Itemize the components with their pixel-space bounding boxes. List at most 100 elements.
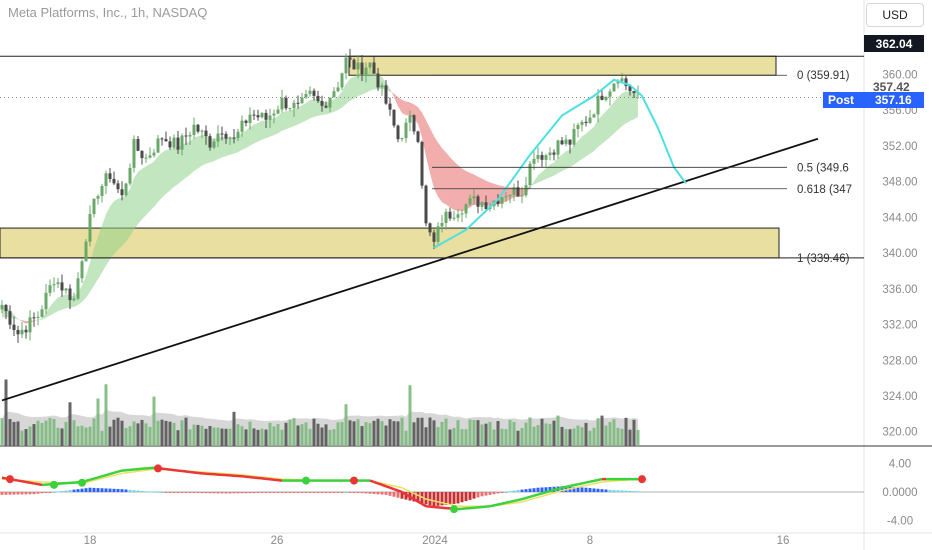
band-segment (150, 161, 154, 211)
osc-main-segment (541, 491, 547, 495)
volume-bar (296, 425, 300, 446)
candle-body (568, 139, 572, 145)
osc-histogram-bar (108, 488, 112, 492)
osc-histogram-bar (324, 492, 328, 493)
candle-body (196, 124, 200, 132)
osc-histogram-bar (228, 492, 232, 494)
osc-main-segment (385, 485, 391, 489)
volume-bar (124, 428, 128, 446)
band-segment (334, 96, 338, 112)
volume-bar (620, 428, 624, 446)
candle-body (416, 131, 420, 142)
osc-histogram-bar (212, 492, 216, 494)
volume-bar (96, 398, 100, 446)
band-segment (418, 107, 422, 138)
osc-histogram-bar (76, 489, 80, 492)
osc-histogram-bar (168, 492, 172, 493)
candle-body (628, 86, 632, 92)
candle-body (212, 141, 216, 148)
osc-histogram-bar (224, 492, 228, 494)
osc-histogram-bar (220, 492, 224, 494)
candle-body (464, 204, 468, 214)
osc-tick-label: 4.00 (889, 458, 911, 470)
candle-body (60, 282, 64, 291)
candle-body (48, 285, 52, 293)
time-axis[interactable]: 18 26 2024 8 16 (84, 535, 790, 547)
candle-body (388, 103, 392, 110)
osc-histogram-bar (600, 489, 604, 492)
candle-body (180, 135, 184, 150)
osc-histogram-bar (496, 492, 500, 494)
volume-bar (136, 423, 140, 446)
volume-bar (256, 429, 260, 446)
band-segment (446, 152, 450, 208)
osc-histogram-bar (412, 492, 416, 502)
osc-main-segment (597, 477, 603, 482)
volume-bar (168, 421, 172, 446)
candle-body (252, 114, 256, 116)
osc-main-segment (109, 471, 115, 476)
volume-bar (368, 423, 372, 446)
candle-body (172, 137, 176, 148)
osc-histogram-bar (216, 492, 220, 494)
osc-histogram-bar (204, 492, 208, 494)
top-level-tag: 362.04 (876, 37, 913, 51)
candle-body (424, 185, 428, 224)
candle-body (372, 62, 376, 74)
osc-histogram-bar (356, 492, 360, 493)
band-segment (250, 124, 254, 146)
candle-body (588, 117, 592, 124)
band-segment (202, 135, 206, 166)
volume-bar (588, 430, 592, 446)
band-segment (114, 198, 118, 255)
volume-bar (424, 427, 428, 446)
osc-main-segment (561, 485, 567, 489)
band-segment (550, 162, 554, 178)
y-tick-label: 324.00 (882, 391, 917, 403)
volume-bar (564, 429, 568, 446)
osc-main-segment (489, 504, 495, 508)
osc-main-segment (117, 469, 123, 473)
volume-bar (180, 420, 184, 446)
candle-body (392, 109, 396, 126)
osc-histogram-bar (68, 490, 72, 492)
volume-bar (108, 426, 112, 446)
candle-body (288, 108, 292, 110)
osc-main-segment (1, 476, 7, 480)
volume-bar (244, 429, 248, 446)
price-axis[interactable]: 320.00 324.00 328.00 332.00 336.00 340.00 344.… (882, 69, 917, 438)
currency-button[interactable]: USD (866, 3, 924, 27)
volume-bar (128, 426, 132, 446)
osc-histogram-bar (88, 487, 92, 492)
candle-body (248, 114, 252, 123)
volume-bar (596, 418, 600, 446)
y-tick-label: 344.00 (882, 212, 917, 224)
band-segment (302, 102, 306, 123)
candle-body (440, 222, 444, 227)
osc-histogram-bar (268, 492, 272, 493)
candle-body (8, 311, 12, 325)
band-segment (86, 262, 90, 298)
volume-bar (420, 417, 424, 446)
osc-histogram-bar (524, 489, 528, 492)
band-segment (634, 91, 638, 120)
band-segment (182, 143, 186, 181)
volume-bar (396, 421, 400, 446)
volume-bar (524, 422, 528, 446)
volume-bar (520, 428, 524, 446)
osc-histogram-bar (132, 490, 136, 492)
volume-bar (260, 428, 264, 446)
osc-histogram-bar (560, 486, 564, 492)
volume-bar (356, 419, 360, 446)
volume-bar (292, 418, 296, 446)
candle-body (472, 196, 476, 199)
osc-histogram-bar (340, 492, 344, 493)
band-segment (614, 97, 618, 134)
osc-main-segment (537, 492, 543, 496)
band-segment (290, 108, 294, 128)
osc-main-segment (513, 498, 519, 503)
osc-main-segment (21, 480, 27, 484)
volume-bar (552, 420, 556, 446)
candle-body (152, 152, 156, 156)
